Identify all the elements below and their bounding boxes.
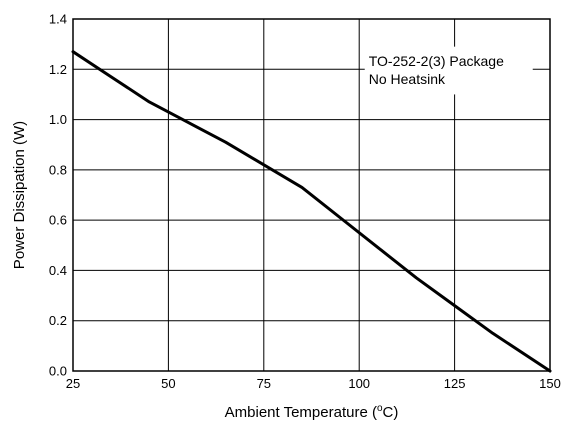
x-axis-label-degree: o: [377, 403, 383, 414]
x-axis-label-main: Ambient Temperature (: [225, 404, 377, 421]
annotation-line-2: No Heatsink: [369, 71, 446, 87]
y-tick-label: 0.8: [49, 162, 67, 177]
x-axis-label-unit: C): [383, 404, 399, 421]
chart-annotation: TO-252-2(3) Package No Heatsink: [364, 46, 533, 95]
annotation-line-1: TO-252-2(3) Package: [369, 53, 504, 69]
y-tick-label: 1.0: [49, 112, 67, 127]
x-tick-label: 25: [66, 376, 80, 391]
plot-frame: [72, 18, 551, 372]
x-tick-label: 100: [348, 376, 370, 391]
y-axis-ticks: 0.0 0.2 0.4 0.6 0.8 1.0 1.2 1.4: [49, 12, 67, 379]
annotation-background: [364, 46, 533, 95]
x-tick-label: 150: [539, 376, 561, 391]
y-tick-label: 0.4: [49, 263, 67, 278]
y-axis-label: Power Dissipation (W): [11, 121, 28, 269]
x-tick-label: 75: [257, 376, 271, 391]
y-tick-label: 1.4: [49, 12, 67, 27]
y-tick-label: 0.0: [49, 364, 67, 379]
y-tick-label: 1.2: [49, 62, 67, 77]
x-axis-ticks: 25 50 75 100 125 150: [66, 376, 561, 391]
x-tick-label: 50: [161, 376, 175, 391]
series-line-power-dissipation: [71, 50, 552, 373]
x-axis-label: Ambient Temperature (oC): [225, 403, 399, 421]
grid-lines: [73, 19, 550, 371]
y-tick-label: 0.2: [49, 313, 67, 328]
y-tick-label: 0.6: [49, 213, 67, 228]
x-tick-label: 125: [444, 376, 466, 391]
